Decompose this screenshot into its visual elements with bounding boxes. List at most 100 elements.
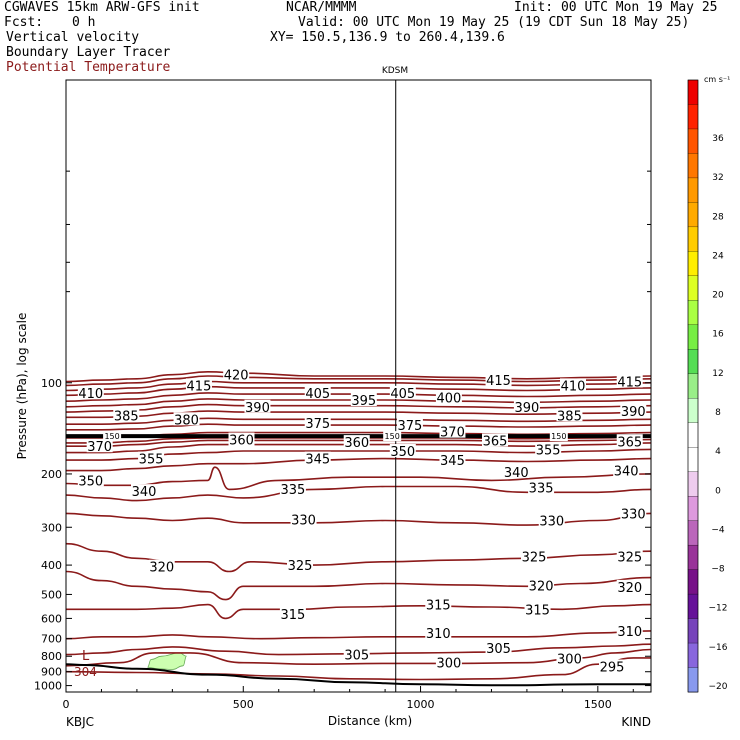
colorbar-tick-label: −8 — [711, 565, 725, 575]
contour-label-bg — [223, 367, 250, 381]
contour-label: 330 — [621, 507, 646, 522]
contour-label-bg — [482, 433, 508, 447]
header-model: CGWAVES 15km ARW-GFS init — [4, 0, 200, 15]
contour-label-bg — [185, 378, 212, 392]
contour-label: 330 — [539, 515, 564, 530]
theta-contour-415 — [66, 375, 651, 387]
contour-label: 405 — [390, 387, 415, 402]
contour-label-bg — [528, 480, 555, 494]
contour-label: 355 — [139, 453, 164, 468]
y-tick-label: 500 — [41, 588, 62, 601]
contour-label-bg — [485, 641, 512, 655]
colorbar-tick-label: 24 — [712, 251, 724, 261]
contour-label-bg — [538, 513, 565, 527]
contour-label-bg — [148, 559, 175, 573]
contour-label: 355 — [536, 443, 561, 458]
y-tick-label: 800 — [41, 650, 62, 663]
contour-label: 340 — [614, 465, 639, 480]
theta-contour-360 — [66, 438, 651, 448]
colorbar-swatch — [687, 153, 699, 179]
header-fcst-label: Fcst: — [4, 15, 44, 30]
contour-label: 345 — [305, 453, 330, 468]
y-tick-label: 200 — [41, 468, 62, 481]
contour-label: 345 — [440, 454, 465, 469]
colorbar-swatch — [687, 642, 699, 668]
x-axis-label: Distance (km) — [328, 714, 412, 728]
plot-frame — [65, 79, 652, 693]
contour-label: 315 — [426, 599, 451, 614]
contour-label-bg — [616, 579, 643, 593]
colorbar-swatch — [687, 447, 699, 473]
colorbar-frame — [687, 79, 699, 693]
left-station-label: KBJC — [66, 715, 94, 729]
theta-contour-380 — [66, 417, 651, 426]
contour-label: 405 — [305, 387, 330, 402]
header-valid: Valid: 00 UTC Mon 19 May 25 (19 CDT Sun … — [298, 15, 690, 30]
contour-label: 360 — [229, 434, 254, 449]
contour-label: 375 — [397, 419, 422, 434]
contour-label: 330 — [291, 514, 316, 529]
boundary-layer-tracer-patch — [147, 652, 187, 670]
contour-label: 350 — [78, 474, 103, 489]
contour-label: 420 — [224, 369, 249, 384]
right-station-label: KIND — [621, 715, 651, 729]
contour-label: 370 — [440, 426, 465, 441]
colorbar-tick-label: 8 — [715, 408, 721, 418]
colorbar-swatch — [687, 373, 699, 399]
contour-label-bg — [616, 623, 643, 637]
theta-contour-320 — [66, 570, 651, 601]
colorbar-swatch — [687, 398, 699, 424]
header-fcst-value: 0 h — [72, 15, 96, 30]
contour-label: 300 — [436, 657, 461, 672]
theta-contour-310 — [66, 630, 651, 640]
colorbar-swatch — [687, 79, 699, 105]
contour-label: 365 — [617, 435, 642, 450]
contour-label-bg — [485, 373, 512, 387]
contour-label-bg — [556, 408, 583, 422]
y-tick-label: 700 — [41, 633, 62, 646]
contour-label: 390 — [514, 401, 539, 416]
contour-label-bg — [138, 451, 165, 465]
contour-label-bg — [173, 412, 200, 426]
colorbar-unit: cm s⁻¹ — [704, 75, 730, 84]
tracer-label-bg — [549, 431, 568, 442]
y-tick-label: 900 — [41, 666, 62, 679]
contour-label-bg — [528, 578, 555, 592]
x-tick-label: 0 — [63, 698, 70, 711]
tracer-label-bg — [383, 431, 402, 442]
contour-label-bg — [304, 451, 331, 465]
contour-label-bg — [560, 378, 586, 392]
colorbar-swatch — [687, 544, 699, 571]
contour-label: 340 — [132, 485, 157, 500]
y-tick-label: 600 — [41, 612, 62, 625]
contour-label-bg — [131, 484, 157, 498]
contour-label-bg — [616, 549, 643, 563]
colorbar-tick-label: 0 — [715, 486, 721, 496]
contour-label: 315 — [525, 603, 550, 618]
contour-label-bg — [396, 418, 423, 432]
theta-contour-375 — [66, 423, 651, 431]
contour-label-bg — [599, 659, 625, 673]
colorbar-swatch — [687, 667, 699, 693]
contour-label-bg — [613, 463, 640, 477]
contour-label-bg — [279, 606, 306, 620]
colorbar-swatch — [687, 496, 699, 522]
contour-label: 295 — [600, 661, 625, 676]
header-org: NCAR/MMMM — [286, 0, 357, 15]
colorbar-swatch — [687, 520, 699, 546]
header-field-potential-temperature: Potential Temperature — [6, 60, 171, 75]
colorbar-legend: 36 32 28 24 20 16 12 8 4 0 −4 −8 −12 −16 −20 — [687, 79, 728, 693]
colorbar-swatch — [687, 275, 699, 301]
contour-label: 320 — [149, 561, 174, 576]
terrain-minimum-value: 304 — [74, 665, 97, 679]
contour-label: 320 — [617, 581, 642, 596]
contour-label-bg — [616, 374, 643, 388]
contour-label: 390 — [621, 405, 646, 420]
contour-label-bg — [244, 399, 271, 413]
theta-contour-405 — [66, 385, 651, 397]
contour-label-bg — [304, 416, 331, 430]
contour-label: 395 — [351, 394, 376, 409]
contour-label: 360 — [344, 436, 369, 451]
colorbar-swatch — [687, 177, 699, 203]
contour-label: 385 — [557, 409, 582, 424]
